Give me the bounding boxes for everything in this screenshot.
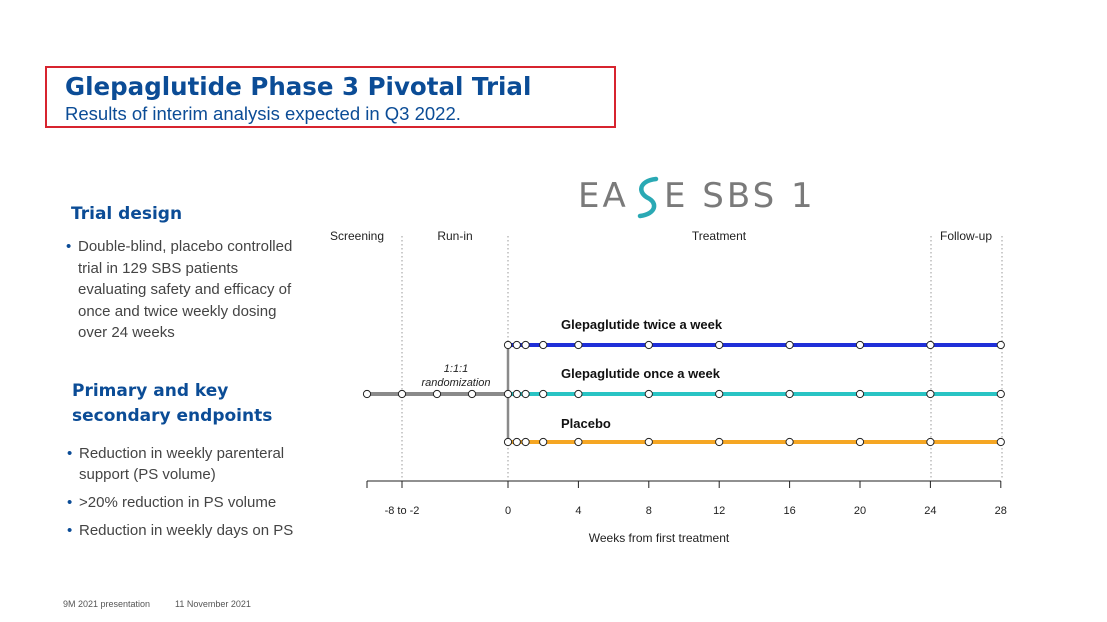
x-tick-label: 4 bbox=[575, 505, 581, 517]
visit-marker bbox=[715, 389, 724, 399]
visit-marker bbox=[644, 437, 653, 447]
trial-design-bullet: Double-blind, placebo controlled trial i… bbox=[66, 236, 306, 344]
visit-marker bbox=[539, 437, 548, 447]
endpoints-list: Reduction in weekly parenteral support (… bbox=[67, 443, 317, 541]
visit-marker bbox=[539, 340, 548, 350]
page-title: Glepaglutide Phase 3 Pivotal Trial bbox=[65, 72, 532, 101]
visit-marker bbox=[539, 389, 548, 399]
visit-marker bbox=[926, 340, 935, 350]
visit-marker bbox=[521, 340, 530, 350]
visit-marker bbox=[521, 389, 530, 399]
visit-marker bbox=[926, 389, 935, 399]
x-tick-label: -8 to -2 bbox=[385, 505, 420, 517]
phase-label: Follow-up bbox=[940, 229, 992, 243]
visit-marker bbox=[503, 437, 513, 447]
ease-sbs1-logo: EA E SBS 1 bbox=[578, 176, 816, 219]
phase-label: Run-in bbox=[437, 229, 472, 243]
footer-date: 11 November 2021 bbox=[175, 599, 251, 609]
logo-text-left: EA bbox=[578, 176, 629, 216]
x-tick-label: 28 bbox=[995, 505, 1007, 517]
x-tick-label: 20 bbox=[854, 505, 866, 517]
visit-marker bbox=[996, 437, 1005, 447]
endpoint-bullet: Reduction in weekly parenteral support (… bbox=[67, 443, 317, 485]
visit-marker bbox=[715, 340, 724, 350]
x-tick-label: 12 bbox=[713, 505, 725, 517]
visit-marker bbox=[785, 389, 794, 399]
phase-label: Treatment bbox=[692, 229, 747, 243]
arm-label: Placebo bbox=[561, 416, 611, 431]
logo-text-right: E SBS 1 bbox=[664, 176, 816, 216]
x-tick-label: 16 bbox=[783, 505, 795, 517]
visit-marker bbox=[855, 389, 865, 399]
visit-marker bbox=[855, 340, 865, 350]
title-box: Glepaglutide Phase 3 Pivotal Trial Resul… bbox=[45, 66, 616, 128]
x-tick-label: 24 bbox=[924, 505, 936, 517]
trial-design-heading: Trial design bbox=[71, 204, 183, 224]
endpoints-heading: Primary and key secondary endpoints bbox=[72, 381, 273, 426]
visit-marker bbox=[996, 340, 1005, 350]
page-subtitle: Results of interim analysis expected in … bbox=[65, 103, 461, 124]
visit-marker bbox=[785, 340, 794, 350]
visit-marker bbox=[574, 340, 583, 350]
phase-label: Screening bbox=[330, 229, 384, 243]
visit-marker bbox=[512, 340, 521, 350]
visit-marker bbox=[644, 389, 653, 399]
visit-marker bbox=[512, 437, 521, 447]
visit-marker bbox=[715, 437, 724, 447]
visit-marker bbox=[397, 389, 407, 399]
visit-marker bbox=[855, 437, 865, 447]
visit-marker bbox=[432, 389, 442, 399]
logo-s-swirl bbox=[637, 176, 659, 219]
visit-marker bbox=[926, 437, 935, 447]
trial-design-list: Double-blind, placebo controlled trial i… bbox=[66, 236, 306, 344]
x-tick-label: 8 bbox=[646, 505, 652, 517]
visit-marker bbox=[503, 389, 513, 399]
arm-label: Glepaglutide twice a week bbox=[561, 317, 723, 332]
footer-presentation: 9M 2021 presentation bbox=[63, 599, 151, 609]
randomization-label: randomization bbox=[421, 377, 490, 389]
randomization-ratio: 1:1:1 bbox=[444, 363, 468, 375]
visit-marker bbox=[467, 389, 477, 399]
endpoint-bullet: Reduction in weekly days on PS bbox=[67, 520, 317, 541]
visit-marker bbox=[521, 437, 530, 447]
x-tick-label: 0 bbox=[505, 505, 511, 517]
visit-marker bbox=[574, 389, 583, 399]
visit-marker bbox=[503, 340, 513, 350]
visit-marker bbox=[644, 340, 653, 350]
x-axis-label: Weeks from first treatment bbox=[589, 531, 730, 545]
visit-marker bbox=[362, 389, 372, 399]
visit-marker bbox=[996, 389, 1005, 399]
endpoint-bullet: >20% reduction in PS volume bbox=[67, 492, 317, 513]
visit-marker bbox=[785, 437, 794, 447]
arm-label: Glepaglutide once a week bbox=[561, 366, 721, 381]
visit-marker bbox=[512, 389, 521, 399]
visit-marker bbox=[574, 437, 583, 447]
